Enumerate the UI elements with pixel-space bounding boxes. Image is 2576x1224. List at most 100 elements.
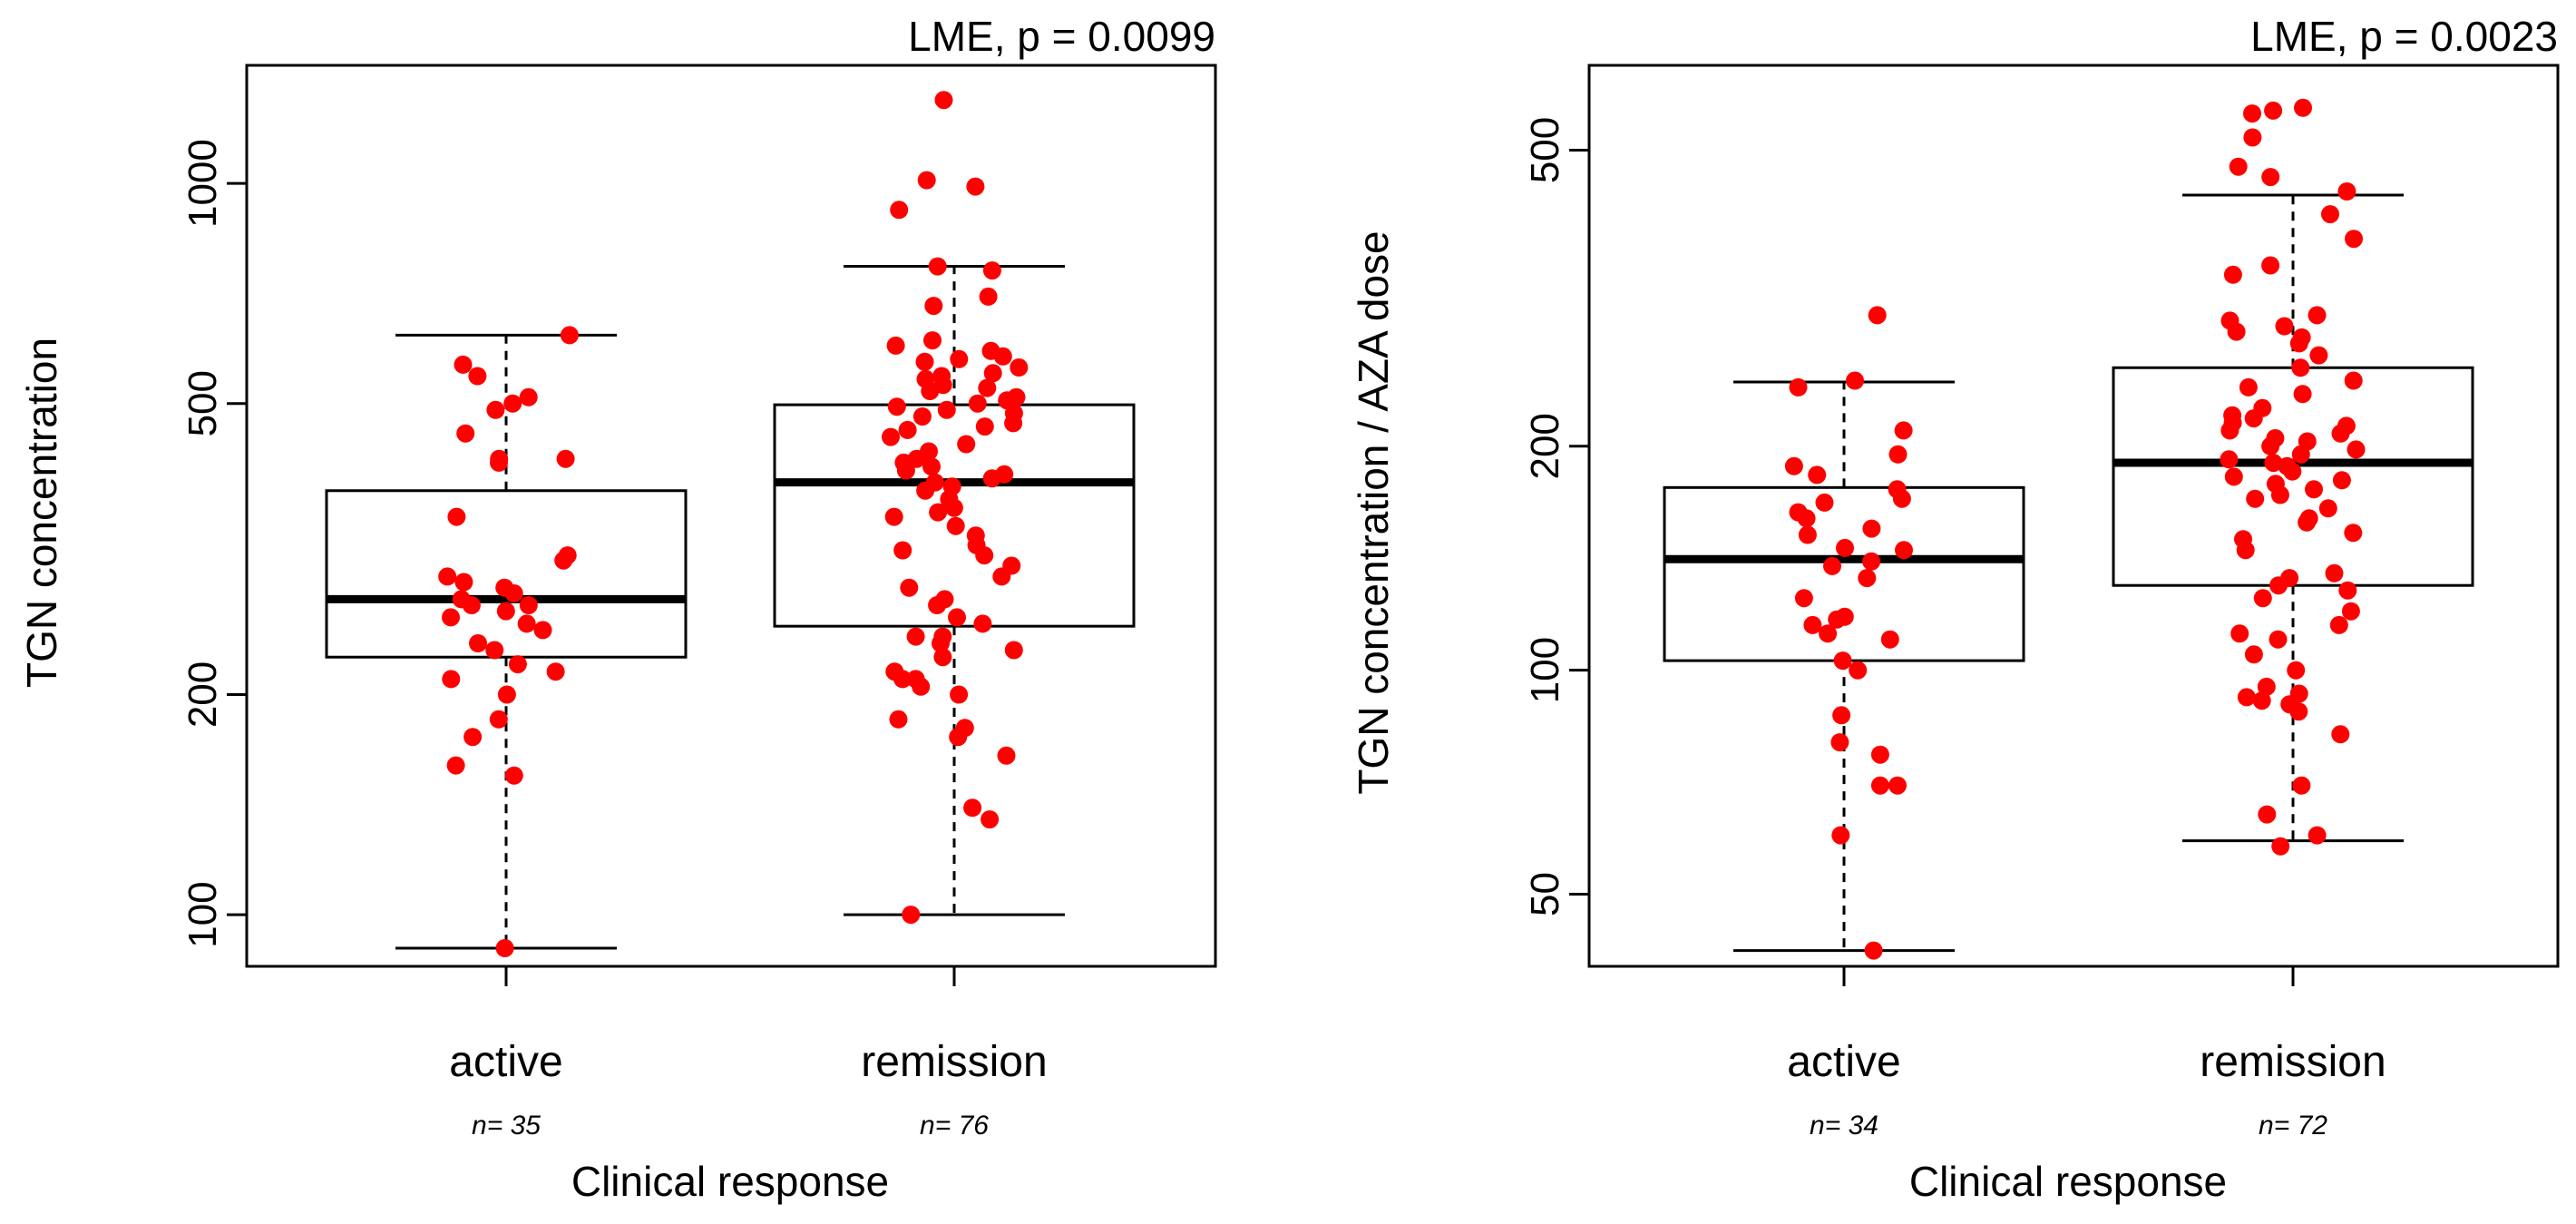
data-point: [454, 355, 473, 374]
category-label-active: active: [1787, 1038, 1900, 1086]
y-tick-label: 1000: [181, 139, 225, 228]
data-point: [2332, 471, 2351, 490]
data-point: [447, 507, 466, 526]
data-point: [2309, 346, 2328, 365]
data-point: [942, 477, 961, 496]
data-point: [2321, 205, 2339, 224]
data-point: [2243, 128, 2262, 147]
data-point: [923, 331, 942, 350]
data-point: [1862, 552, 1881, 571]
data-point: [898, 420, 917, 439]
data-point: [2338, 581, 2357, 600]
data-point: [558, 546, 577, 565]
data-point: [1888, 445, 1908, 464]
data-point: [978, 378, 997, 397]
data-point: [2224, 467, 2243, 486]
data-point: [893, 541, 912, 560]
data-point: [1849, 661, 1868, 680]
data-points: [438, 91, 1029, 957]
data-point: [1830, 733, 1849, 752]
plot-frame: [245, 64, 1217, 968]
data-point: [442, 608, 460, 627]
data-point: [2252, 691, 2271, 710]
data-point: [452, 590, 471, 609]
y-axis-title: TGN concentration / AZA dose: [1350, 230, 1397, 794]
data-point: [950, 349, 969, 368]
data-point: [2344, 371, 2363, 390]
data-point: [933, 648, 952, 667]
iqr-box: [1663, 485, 2025, 662]
data-point: [2337, 182, 2356, 201]
data-point: [997, 746, 1016, 765]
p-value-annotation: LME, p = 0.0099: [908, 13, 1215, 60]
data-point: [933, 627, 952, 646]
data-point: [2308, 306, 2327, 325]
data-point: [1832, 706, 1851, 725]
data-point: [906, 670, 925, 689]
data-point: [1823, 556, 1841, 575]
data-point: [1004, 641, 1023, 660]
y-tick-label: 100: [181, 881, 225, 947]
data-point: [1794, 589, 1813, 608]
data-point: [2239, 377, 2258, 397]
data-point: [2271, 837, 2290, 856]
data-point: [1870, 745, 1889, 764]
data-point: [469, 634, 487, 652]
data-point: [2257, 677, 2276, 696]
data-point: [1858, 569, 1877, 588]
data-point: [560, 326, 579, 345]
data-point: [900, 578, 919, 597]
data-point: [2269, 630, 2288, 649]
data-point: [2220, 311, 2239, 330]
data-point: [2280, 569, 2299, 588]
boxes: [325, 265, 1136, 950]
y-tick-label: 200: [1523, 413, 1567, 479]
data-point: [935, 590, 954, 609]
data-point: [1894, 421, 1913, 440]
plot-frame: [1587, 64, 2560, 968]
data-point: [887, 397, 906, 416]
data-point: [1815, 493, 1834, 512]
data-point: [2266, 429, 2285, 447]
data-point: [886, 336, 905, 355]
data-point: [937, 400, 956, 419]
data-point: [922, 457, 941, 476]
data-point: [2289, 684, 2308, 703]
data-point: [2275, 317, 2294, 336]
data-point: [2305, 480, 2323, 499]
data-point: [2264, 101, 2283, 120]
data-point: [1831, 826, 1850, 845]
data-point: [2230, 624, 2249, 643]
data-point: [463, 728, 483, 747]
data-point: [438, 567, 457, 586]
data-point: [2292, 328, 2311, 347]
panel-right-tgn-per-aza-dose: 50 100 200 500 LME, p = 0.0023 active remis…: [1350, 13, 2560, 1205]
data-point: [2234, 530, 2252, 549]
data-point: [1007, 387, 1026, 406]
data-point: [979, 287, 998, 306]
data-point: [1789, 377, 1808, 397]
data-point: [973, 614, 992, 633]
data-point: [966, 177, 985, 196]
data-point: [490, 449, 509, 468]
data-point: [982, 261, 1001, 280]
data-point: [957, 435, 976, 454]
data-point: [2229, 157, 2248, 176]
data-point: [2261, 168, 2280, 187]
data-point: [2261, 256, 2280, 275]
data-point: [934, 91, 953, 110]
box-active: [325, 333, 688, 950]
boxes: [1663, 193, 2474, 953]
data-point: [963, 798, 982, 818]
category-label-active: active: [449, 1038, 562, 1086]
data-point: [929, 503, 948, 522]
data-point: [995, 465, 1014, 484]
data-point: [955, 719, 974, 738]
data-points: [1784, 98, 2366, 960]
iqr-box: [325, 489, 688, 659]
sample-size-remission: n= 76: [920, 1111, 989, 1141]
data-point: [446, 756, 465, 775]
sample-size-active: n= 35: [472, 1111, 541, 1141]
data-point: [920, 442, 938, 461]
y-tick-label: 500: [181, 370, 225, 436]
